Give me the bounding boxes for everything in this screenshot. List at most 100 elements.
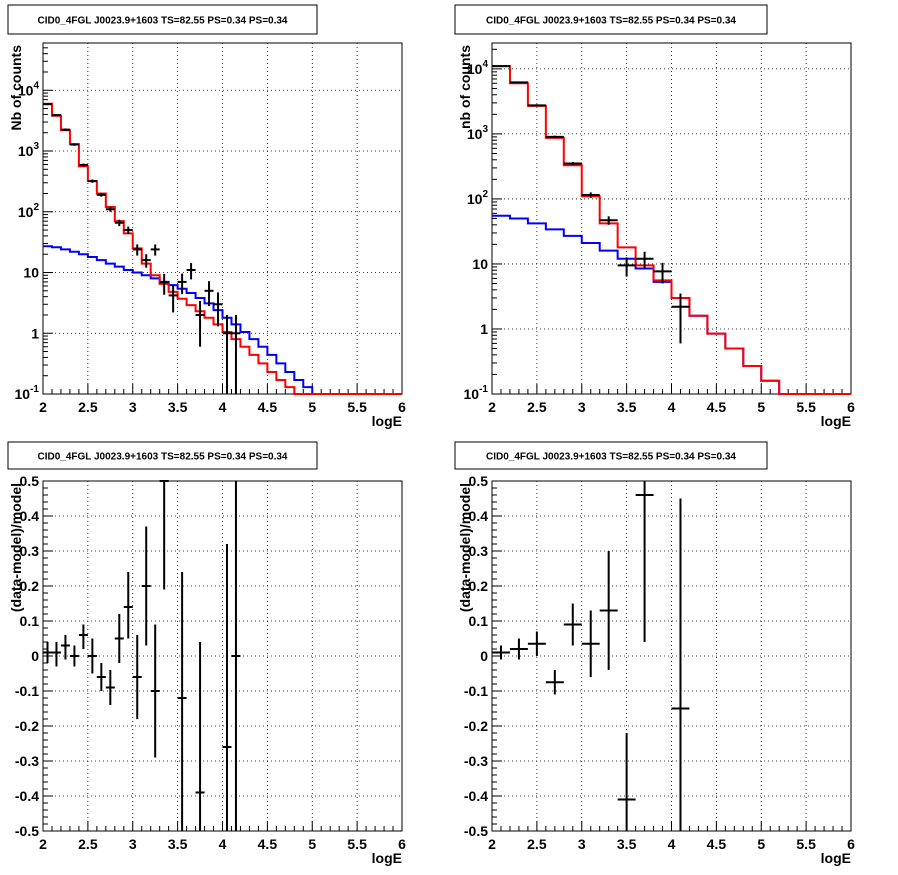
data-point — [177, 273, 187, 295]
x-tick-label: 2.5 — [78, 399, 98, 415]
y-tick-label: 0.4 — [469, 508, 489, 524]
y-tick-label-base: 10 — [467, 126, 483, 142]
data-point — [492, 645, 510, 660]
data-point — [87, 179, 97, 183]
x-tick-label: 5 — [308, 836, 316, 852]
x-axis-label: logE — [821, 413, 851, 429]
x-tick-label: 5 — [757, 836, 765, 852]
data-point — [51, 642, 61, 667]
data-point — [545, 135, 564, 139]
data-point — [177, 572, 187, 831]
data-point — [231, 314, 241, 394]
x-tick-label: 2.5 — [527, 836, 547, 852]
data-point — [87, 638, 97, 674]
x-tick-label: 6 — [847, 399, 855, 415]
y-tick-label-exponent: -1 — [479, 384, 488, 395]
y-tick-label-exponent: 3 — [482, 124, 488, 135]
y-tick-label: -0.1 — [464, 683, 488, 699]
x-tick-label: 5.5 — [796, 836, 816, 852]
y-tick-label: 103 — [18, 141, 40, 159]
chart-title: CID0_4FGL J0023.9+1603 TS=82.55 PS=0.34 … — [38, 16, 288, 27]
x-tick-label: 6 — [847, 836, 855, 852]
y-tick-label-exponent: 4 — [482, 59, 488, 70]
x-tick-label: 3 — [578, 399, 586, 415]
data-point — [635, 251, 654, 269]
x-tick-label: 4 — [668, 836, 676, 852]
y-tick-label: 0.2 — [20, 578, 40, 594]
x-tick-label: 5.5 — [347, 836, 367, 852]
y-tick-label-exponent: 2 — [482, 189, 488, 200]
y-tick-label: 104 — [467, 59, 489, 77]
data-point — [132, 244, 142, 256]
y-tick-label-base: 10 — [15, 386, 31, 402]
y-tick-label: 104 — [18, 80, 40, 98]
x-tick-label: 5.5 — [347, 399, 367, 415]
data-point — [527, 104, 546, 107]
x-tick-label: 5 — [757, 399, 765, 415]
data-point — [492, 65, 510, 68]
x-tick-label: 4.5 — [258, 836, 278, 852]
data-points — [43, 103, 241, 394]
data-point — [96, 663, 106, 691]
x-tick-label: 2 — [39, 836, 47, 852]
data-point — [132, 635, 142, 719]
y-tick-label: -0.3 — [464, 753, 488, 769]
data-point — [563, 603, 582, 646]
chart-title: CID0_4FGL J0023.9+1603 TS=82.55 PS=0.34 … — [486, 16, 736, 27]
data-point — [509, 81, 528, 84]
y-tick-label: -0.3 — [15, 753, 39, 769]
x-tick-label: 3.5 — [168, 399, 188, 415]
y-tick-label-base: 10 — [18, 204, 34, 220]
y-axis-label: nb of counts — [457, 45, 473, 129]
data-point — [51, 114, 61, 117]
x-tick-label: 5.5 — [796, 399, 816, 415]
data-point — [186, 263, 196, 280]
x-tick-label: 3 — [129, 399, 137, 415]
series-line-background-model — [43, 245, 402, 395]
x-tick-label: 4 — [219, 399, 227, 415]
chart-title: CID0_4FGL J0023.9+1603 TS=82.55 PS=0.34 … — [38, 452, 288, 463]
data-point — [150, 244, 160, 256]
y-tick-label: 10 — [472, 256, 488, 272]
y-tick-label: 0.5 — [20, 473, 40, 489]
data-point — [581, 192, 600, 198]
data-point — [617, 733, 636, 831]
data-point — [96, 193, 106, 197]
chart-panel-3: CID0_4FGL J0023.9+1603 TS=82.55 PS=0.34 … — [7, 441, 406, 866]
data-point — [114, 219, 124, 227]
y-tick-label-base: 10 — [464, 386, 480, 402]
data-point — [617, 257, 636, 277]
x-tick-label: 3 — [578, 836, 586, 852]
data-point — [60, 128, 70, 131]
y-axis-label: (data-model)/model — [457, 483, 473, 612]
data-point — [635, 481, 654, 642]
y-tick-label: 0.5 — [469, 473, 489, 489]
grid — [43, 43, 402, 394]
data-point — [195, 300, 205, 347]
y-tick-label: 0.4 — [20, 508, 40, 524]
data-point — [213, 292, 223, 327]
data-point — [222, 544, 232, 831]
y-tick-label: -0.1 — [15, 683, 39, 699]
y-tick-label: -0.4 — [464, 788, 488, 804]
x-axis-label: logE — [821, 850, 851, 866]
data-point — [105, 206, 115, 212]
x-tick-label: 3.5 — [617, 399, 637, 415]
y-tick-label: -0.5 — [15, 823, 39, 839]
data-point — [105, 670, 115, 705]
y-tick-label: 0.3 — [20, 543, 40, 559]
data-point — [671, 498, 690, 831]
data-point — [599, 551, 618, 670]
x-tick-label: 4.5 — [258, 399, 278, 415]
y-tick-label: 0.2 — [469, 578, 489, 594]
data-point — [123, 226, 133, 235]
x-tick-label: 4 — [219, 836, 227, 852]
y-tick-label: -0.4 — [15, 788, 39, 804]
x-axis-label: logE — [372, 850, 402, 866]
data-point — [204, 281, 214, 307]
data-point — [545, 670, 564, 695]
data-point — [69, 645, 79, 667]
x-tick-label: 5 — [308, 399, 316, 415]
series-line-total-model — [43, 102, 402, 395]
y-tick-label: 102 — [467, 189, 489, 207]
